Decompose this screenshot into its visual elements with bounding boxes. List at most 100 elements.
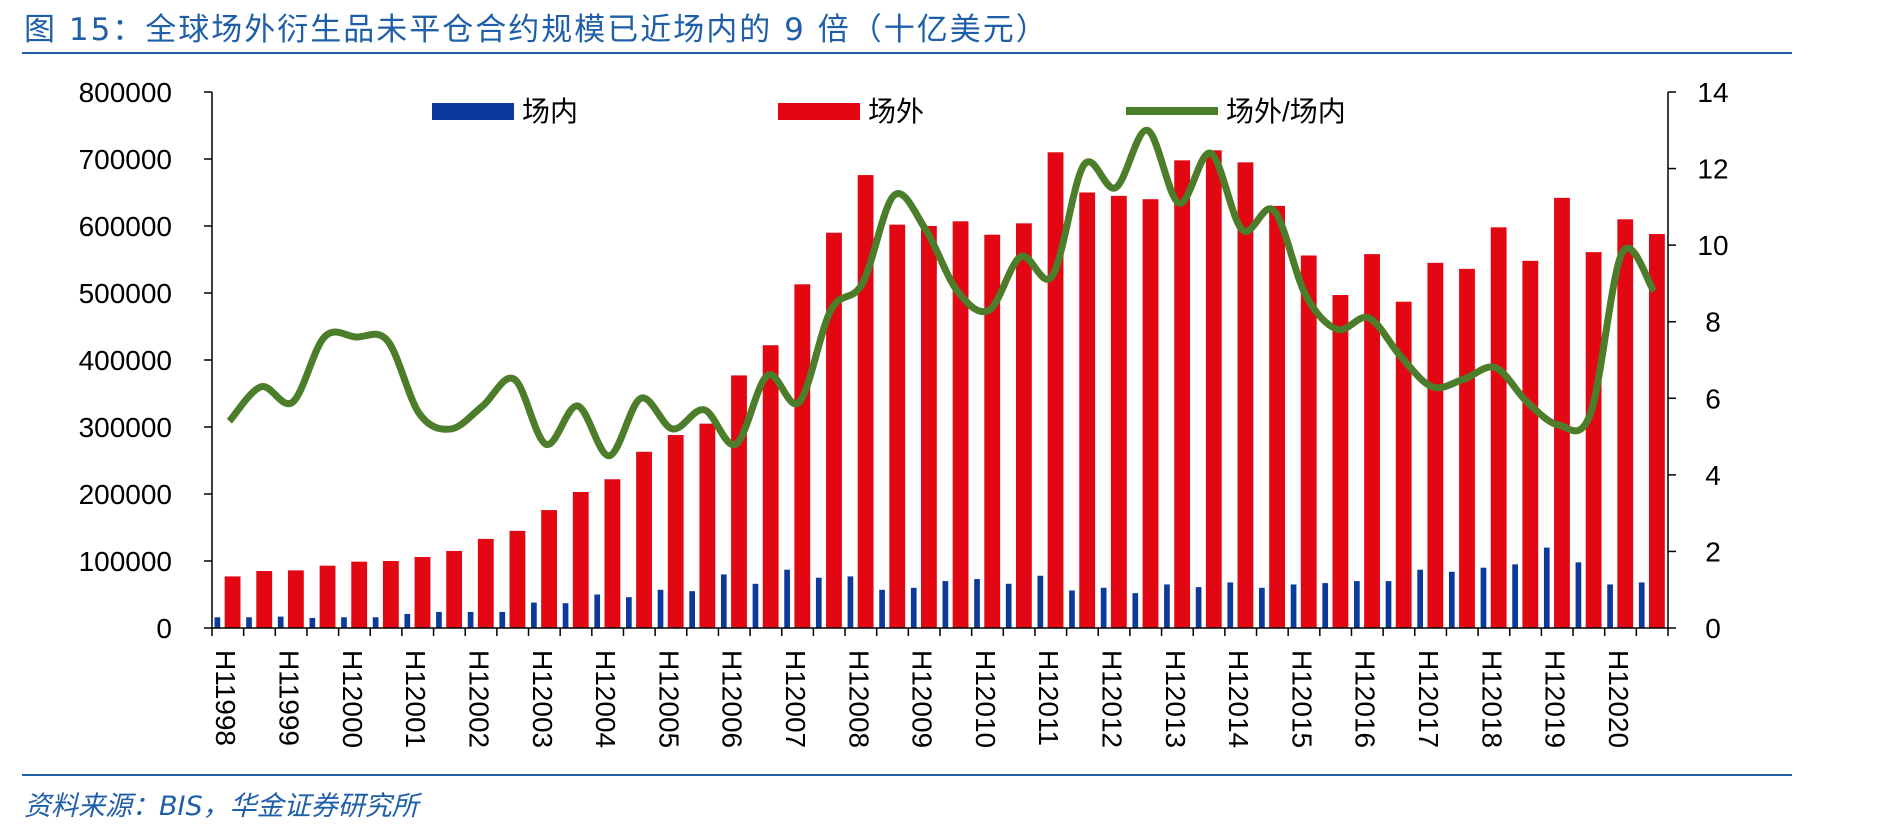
bar-inside [1354,581,1360,628]
bar-outside [1332,295,1349,628]
bar-inside [1575,562,1582,628]
bar-outside [984,234,1001,628]
bar-inside [1259,587,1265,628]
x-tick-label: H12011 [1033,650,1064,746]
bar-inside [847,576,854,628]
bar-inside [436,611,442,628]
legend-item-ratio-label: 场外/场内 [1226,96,1346,127]
right-tick-label: 10 [1697,230,1728,261]
bar-inside [752,583,759,628]
left-tick-label: 300000 [79,412,172,443]
legend-item-outside-label: 场外 [868,96,924,127]
bar-outside [1110,195,1127,628]
right-tick-label: 4 [1705,460,1721,491]
left-tick-label: 500000 [79,278,172,309]
source-rule [22,774,1792,776]
x-tick-label: H12014 [1223,650,1254,748]
bar-outside [1205,150,1222,629]
bar-outside [256,571,273,628]
left-tick-label: 700000 [79,144,172,175]
bar-outside [351,561,368,628]
bar-inside [784,569,790,628]
right-tick-label: 6 [1705,383,1721,414]
bar-outside [826,232,842,628]
legend-item-ratio: 场外/场内 [1126,96,1346,127]
bar-layer [214,150,1665,629]
bar-outside [762,345,779,628]
title-rule [22,52,1792,54]
legend-item-outside: 场外 [778,96,924,127]
bar-inside [1385,581,1392,628]
bar-inside [562,603,569,628]
bar-inside [1290,584,1297,628]
x-tick-label: H12016 [1350,650,1381,748]
bar-outside [319,565,336,628]
bar-outside [1300,255,1317,629]
bar-inside [879,589,885,628]
bar-outside [667,435,684,628]
bar-outside [1047,152,1064,629]
right-tick-label: 8 [1705,307,1721,338]
bar-outside [731,375,747,628]
bar-outside [1585,252,1602,628]
bar-outside [952,221,969,628]
bar-outside [1427,262,1444,628]
left-tick-label: 200000 [79,479,172,510]
bar-inside [1069,590,1075,628]
bar-inside [594,594,601,628]
bar-outside [446,550,463,628]
bar-inside [531,602,537,628]
bar-outside [889,224,906,628]
bar-inside [372,617,379,628]
x-tick-label: H12001 [400,650,431,748]
figure-title: 图 15：全球场外衍生品未平仓合约规模已近场内的 9 倍（十亿美元） [24,12,1049,48]
bar-inside [689,591,696,628]
x-tick-label: H12012 [1097,650,1128,748]
bar-outside [1174,160,1191,628]
bar-inside [1164,584,1170,628]
left-tick-label: 800000 [79,77,172,108]
source-note: 资料来源：BIS，华金证券研究所 [24,791,419,822]
bar-inside [1195,587,1202,628]
bar-outside [1554,197,1570,629]
bar-inside [1037,575,1044,628]
bar-outside [636,451,652,628]
right-tick-label: 14 [1697,77,1728,108]
bar-outside [857,175,874,628]
legend-item-inside: 场内 [432,96,578,127]
bar-inside [1132,593,1139,628]
bar-outside [1490,227,1507,628]
bar-outside [1522,260,1539,628]
bar-outside [794,284,811,628]
x-tick-label: H12006 [717,650,748,748]
bar-outside [477,538,494,628]
bar-outside [509,530,526,628]
legend-item-inside-label: 场内 [522,96,578,127]
ratio-line [226,126,1657,460]
bar-inside [404,613,411,628]
bar-inside [1100,587,1107,628]
line-layer [226,126,1657,460]
bar-inside [1005,583,1012,628]
bar-outside [287,570,304,628]
bar-inside [720,574,727,628]
bar-inside [1607,584,1613,628]
bar-outside [1395,301,1412,628]
right-tick-label: 12 [1697,154,1728,185]
bar-outside [699,423,716,628]
x-tick-label: H11999 [274,650,305,746]
bar-inside [1638,582,1645,628]
bar-inside [1480,567,1487,628]
x-tick-label: H12018 [1476,650,1507,748]
bar-inside [815,577,822,628]
bar-outside [1079,192,1096,628]
legend: 场内 场外 场外/场内 [432,96,1346,127]
bar-inside [309,617,316,628]
legend-item-outside-swatch [778,103,860,120]
bar-outside [1459,268,1475,628]
bar-outside [224,576,241,628]
left-tick-label: 0 [156,613,172,644]
bar-inside [1417,569,1424,628]
bar-outside [414,556,431,628]
bar-outside [604,479,621,628]
